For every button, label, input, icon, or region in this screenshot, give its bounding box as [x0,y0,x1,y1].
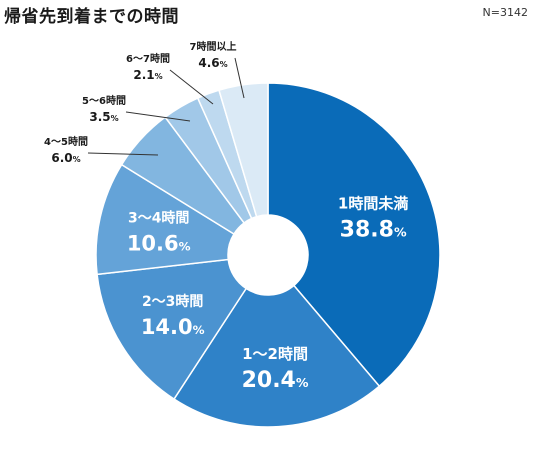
slice-value-8: 4.6% [198,56,227,70]
leader-line-7 [170,70,213,104]
slice-label-8: 7時間以上 [190,40,237,53]
slice-label-3: 2～3時間 [142,293,203,310]
slice-value-6: 3.5% [89,110,118,124]
slice-label-5: 4～5時間 [44,135,88,148]
slice-label-6: 5～6時間 [82,94,126,107]
slice-value-5: 6.0% [51,151,80,165]
slice-label-7: 6～7時間 [126,52,170,65]
slice-label-2: 1～2時間 [242,345,308,363]
slice-label-4: 3～4時間 [128,210,189,227]
slice-label-1: 1時間未満 [338,194,408,212]
slice-value-7: 2.1% [133,68,162,82]
